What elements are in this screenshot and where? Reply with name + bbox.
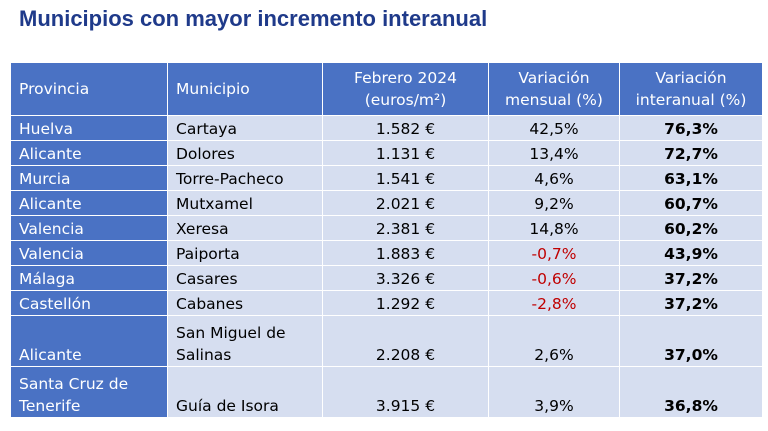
header-febrero-line2: (euros/m²) [364, 91, 447, 109]
cell-municipio: Xeresa [167, 215, 323, 241]
cell-mensual: 14,8% [488, 215, 620, 241]
cell-precio: 2.381 € [322, 215, 489, 241]
table-row: Murcia Torre-Pacheco 1.541 € 4,6% 63,1% [10, 165, 763, 191]
cell-provincia: Alicante [10, 315, 168, 367]
header-interanual: Variación interanual (%) [619, 62, 763, 116]
cell-interanual: 63,1% [619, 165, 763, 191]
table-row: Málaga Casares 3.326 € -0,6% 37,2% [10, 265, 763, 291]
header-municipio: Municipio [167, 62, 323, 116]
table-row: Alicante Dolores 1.131 € 13,4% 72,7% [10, 140, 763, 166]
cell-municipio: Torre-Pacheco [167, 165, 323, 191]
header-mensual: Variación mensual (%) [488, 62, 620, 116]
cell-municipio-line2: Salinas [176, 346, 232, 364]
data-table: Provincia Municipio Febrero 2024 (euros/m… [10, 62, 763, 418]
table-row: Santa Cruz de Tenerife Guía de Isora 3.91… [10, 366, 763, 418]
cell-precio: 3.915 € [322, 366, 489, 418]
cell-provincia: Valencia [10, 215, 168, 241]
cell-provincia-line2: Tenerife [19, 397, 81, 415]
table-row: Valencia Xeresa 2.381 € 14,8% 60,2% [10, 215, 763, 241]
page-title: Municipios con mayor incremento interanu… [19, 6, 488, 31]
cell-precio: 1.292 € [322, 290, 489, 316]
cell-interanual: 43,9% [619, 240, 763, 266]
cell-municipio: Cartaya [167, 115, 323, 141]
cell-precio: 1.883 € [322, 240, 489, 266]
cell-precio: 1.541 € [322, 165, 489, 191]
cell-interanual: 60,2% [619, 215, 763, 241]
cell-provincia: Valencia [10, 240, 168, 266]
cell-provincia: Málaga [10, 265, 168, 291]
cell-interanual: 72,7% [619, 140, 763, 166]
cell-provincia: Alicante [10, 190, 168, 216]
cell-mensual: 9,2% [488, 190, 620, 216]
cell-mensual: -0,7% [488, 240, 620, 266]
header-febrero: Febrero 2024 (euros/m²) [322, 62, 489, 116]
header-mensual-line2: mensual (%) [505, 91, 603, 109]
cell-municipio: Guía de Isora [167, 366, 323, 418]
table-row: Huelva Cartaya 1.582 € 42,5% 76,3% [10, 115, 763, 141]
cell-interanual: 36,8% [619, 366, 763, 418]
table-row: Alicante San Miguel de Salinas 2.208 € 2,… [10, 315, 763, 367]
cell-mensual: -0,6% [488, 265, 620, 291]
cell-mensual: 42,5% [488, 115, 620, 141]
cell-provincia-line1: Santa Cruz de [19, 375, 129, 393]
header-interanual-line2: interanual (%) [635, 91, 747, 109]
table-header-row: Provincia Municipio Febrero 2024 (euros/m… [10, 62, 763, 116]
cell-municipio: Paiporta [167, 240, 323, 266]
cell-provincia: Huelva [10, 115, 168, 141]
cell-municipio-line1: San Miguel de [176, 324, 286, 342]
cell-precio: 1.582 € [322, 115, 489, 141]
cell-provincia: Murcia [10, 165, 168, 191]
table-row: Castellón Cabanes 1.292 € -2,8% 37,2% [10, 290, 763, 316]
cell-municipio: Mutxamel [167, 190, 323, 216]
cell-municipio: Casares [167, 265, 323, 291]
cell-precio: 2.208 € [322, 315, 489, 367]
cell-mensual: 13,4% [488, 140, 620, 166]
cell-mensual: 2,6% [488, 315, 620, 367]
cell-mensual: -2,8% [488, 290, 620, 316]
cell-interanual: 76,3% [619, 115, 763, 141]
table-row: Alicante Mutxamel 2.021 € 9,2% 60,7% [10, 190, 763, 216]
cell-precio: 3.326 € [322, 265, 489, 291]
cell-interanual: 37,0% [619, 315, 763, 367]
header-mensual-line1: Variación [518, 69, 590, 87]
table-row: Valencia Paiporta 1.883 € -0,7% 43,9% [10, 240, 763, 266]
cell-provincia: Castellón [10, 290, 168, 316]
cell-mensual: 3,9% [488, 366, 620, 418]
cell-mensual: 4,6% [488, 165, 620, 191]
cell-provincia: Santa Cruz de Tenerife [10, 366, 168, 418]
cell-interanual: 37,2% [619, 290, 763, 316]
cell-precio: 2.021 € [322, 190, 489, 216]
cell-interanual: 60,7% [619, 190, 763, 216]
header-interanual-line1: Variación [655, 69, 727, 87]
header-provincia: Provincia [10, 62, 168, 116]
cell-municipio: Cabanes [167, 290, 323, 316]
cell-interanual: 37,2% [619, 265, 763, 291]
cell-provincia: Alicante [10, 140, 168, 166]
cell-municipio: Dolores [167, 140, 323, 166]
cell-municipio: San Miguel de Salinas [167, 315, 323, 367]
header-febrero-line1: Febrero 2024 [354, 69, 457, 87]
cell-precio: 1.131 € [322, 140, 489, 166]
